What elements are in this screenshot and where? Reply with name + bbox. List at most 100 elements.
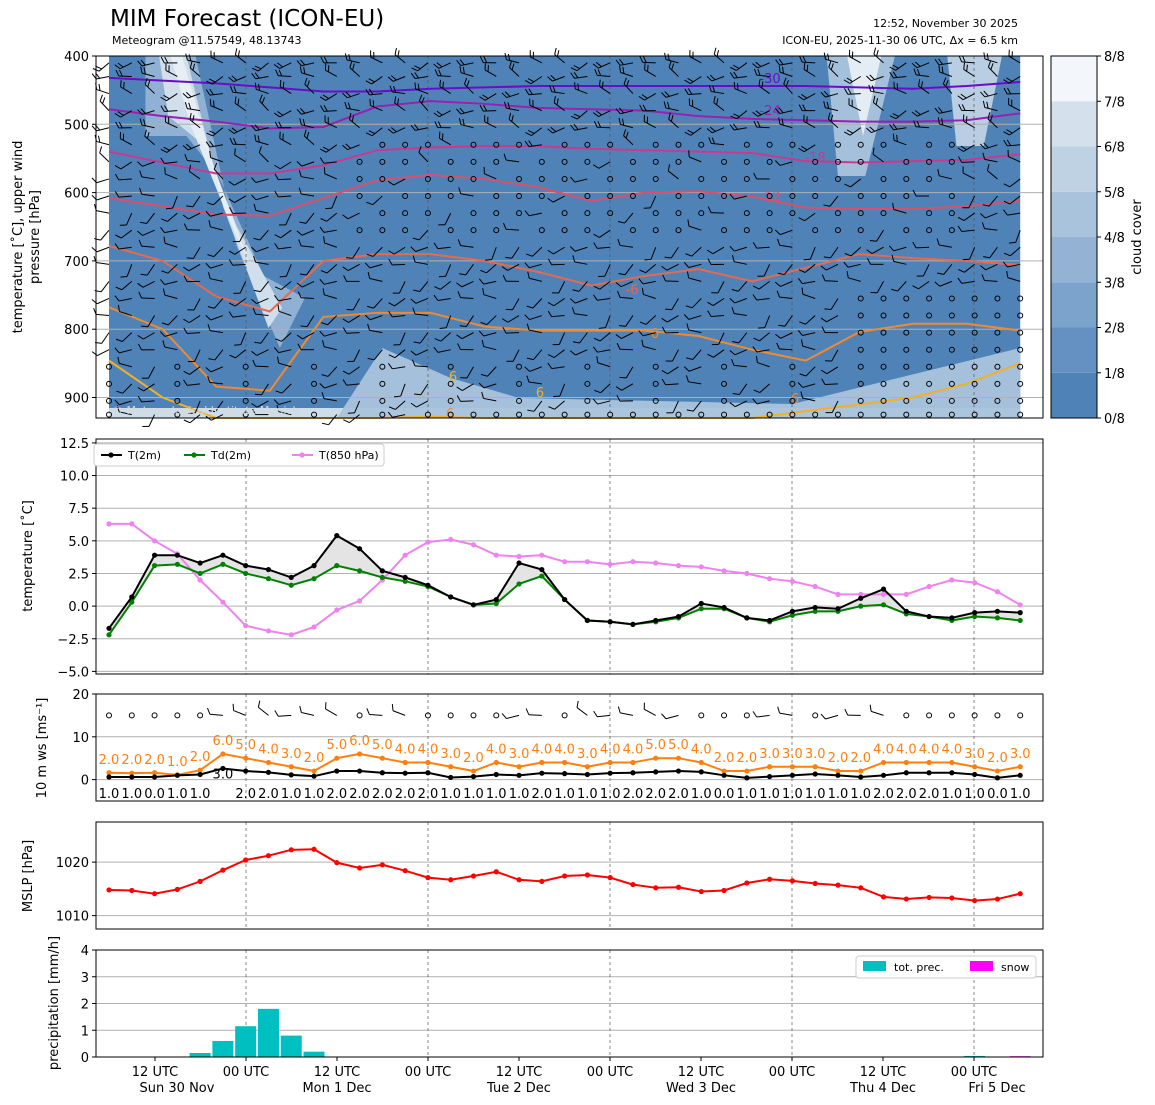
wind-barb bbox=[607, 141, 614, 148]
wind-barb bbox=[205, 210, 224, 217]
wind-barb bbox=[1003, 127, 1021, 136]
wind-barb bbox=[478, 382, 497, 389]
wind-barb bbox=[629, 411, 636, 418]
wind-barb bbox=[356, 175, 363, 182]
wind-barb-10m bbox=[661, 713, 679, 720]
wind-barb-10m bbox=[971, 712, 978, 719]
wind-barb bbox=[721, 363, 728, 370]
wind-barb bbox=[516, 397, 523, 404]
wind-barb bbox=[457, 291, 474, 299]
series-point bbox=[994, 589, 1001, 595]
wind-barb bbox=[434, 121, 451, 129]
wind-barb bbox=[1008, 98, 1021, 112]
wind-barb bbox=[296, 161, 315, 167]
wind-barb bbox=[891, 281, 907, 292]
series-point bbox=[949, 895, 955, 901]
wind-barb bbox=[828, 60, 839, 77]
wind-barb bbox=[344, 53, 360, 64]
wind-barb bbox=[457, 343, 474, 351]
wind-barb bbox=[721, 158, 728, 165]
wind-barb bbox=[698, 175, 705, 182]
data-label: 3.0 bbox=[281, 747, 302, 762]
wind-barb bbox=[379, 411, 386, 418]
wind-barb bbox=[388, 400, 406, 410]
wind-barb bbox=[493, 210, 500, 217]
wind-barb bbox=[629, 158, 636, 165]
wind-barb bbox=[857, 193, 864, 200]
wind-barb bbox=[888, 245, 907, 252]
wind-barb bbox=[825, 400, 839, 414]
x-tick-label: 00 UTC bbox=[587, 1065, 633, 1080]
wind-barb bbox=[516, 210, 523, 217]
wind-barb bbox=[994, 411, 1001, 418]
wind-barb bbox=[574, 82, 588, 95]
wind-barb bbox=[824, 349, 839, 362]
wind-barb bbox=[957, 93, 975, 101]
series-point bbox=[448, 877, 454, 883]
x-tick-label: 12 UTC bbox=[314, 1065, 360, 1080]
wind-barb bbox=[209, 150, 224, 163]
wind-barb bbox=[367, 349, 383, 361]
chart-title: MIM Forecast (ICON-EU) bbox=[110, 6, 385, 32]
wind-barb bbox=[880, 380, 887, 387]
wind-barb bbox=[812, 411, 819, 418]
wind-barb-10m bbox=[325, 702, 338, 716]
cloud-cover-area bbox=[336, 348, 1021, 418]
data-label: 1.0 bbox=[1010, 787, 1031, 802]
data-label: 3.0 bbox=[1010, 747, 1031, 762]
wind-barb bbox=[684, 127, 702, 136]
wind-barb bbox=[187, 349, 201, 363]
y-tick-label: 20 bbox=[72, 688, 89, 703]
wind-barb bbox=[274, 242, 292, 250]
series-point bbox=[151, 774, 158, 780]
wind-barb bbox=[834, 141, 841, 148]
series-point bbox=[539, 566, 545, 573]
wind-barb bbox=[344, 101, 360, 112]
wind-barb bbox=[731, 281, 748, 292]
series-point bbox=[653, 769, 659, 775]
y-tick-label: 7.5 bbox=[68, 502, 89, 517]
y-tick-label: 3 bbox=[81, 971, 89, 986]
wind-barb bbox=[686, 323, 702, 334]
wind-barb bbox=[189, 113, 201, 129]
data-label: 4.0 bbox=[486, 742, 507, 757]
wind-barb-10m bbox=[207, 707, 223, 716]
wind-barb bbox=[880, 363, 887, 370]
data-label: 1.0 bbox=[782, 787, 803, 802]
wind-barb bbox=[234, 332, 247, 346]
wind-barb bbox=[503, 101, 520, 112]
series-point bbox=[835, 772, 841, 778]
series-point bbox=[106, 774, 112, 780]
wind-barb bbox=[410, 400, 429, 408]
series-point bbox=[356, 768, 363, 774]
wind-barb bbox=[501, 91, 520, 99]
series-point bbox=[356, 751, 363, 757]
series-point bbox=[698, 600, 704, 607]
wind-barb bbox=[160, 157, 178, 164]
wind-barb bbox=[979, 142, 998, 150]
series-point bbox=[972, 771, 978, 778]
wind-barb bbox=[387, 363, 406, 370]
series-point bbox=[858, 885, 864, 891]
wind-barb bbox=[342, 366, 360, 375]
wind-barb bbox=[505, 298, 520, 311]
wind-barb bbox=[456, 280, 474, 288]
series-point bbox=[334, 755, 340, 761]
wind-barb bbox=[410, 124, 429, 131]
wind-barb bbox=[844, 246, 862, 257]
wind-barb bbox=[743, 175, 750, 182]
wind-barb bbox=[252, 359, 269, 368]
wind-barb bbox=[549, 85, 565, 95]
wind-barb bbox=[447, 411, 454, 418]
wind-barb bbox=[593, 294, 611, 301]
isotherm-line bbox=[108, 100, 1021, 130]
wind-barb bbox=[584, 227, 591, 234]
wind-barb bbox=[584, 397, 591, 404]
wind-barb bbox=[115, 281, 133, 291]
wind-barb bbox=[644, 63, 656, 77]
series-point bbox=[402, 770, 408, 776]
wind-barb-10m bbox=[366, 708, 383, 716]
series-point bbox=[972, 613, 978, 620]
wind-barb bbox=[758, 79, 770, 94]
wind-barb bbox=[789, 380, 796, 387]
